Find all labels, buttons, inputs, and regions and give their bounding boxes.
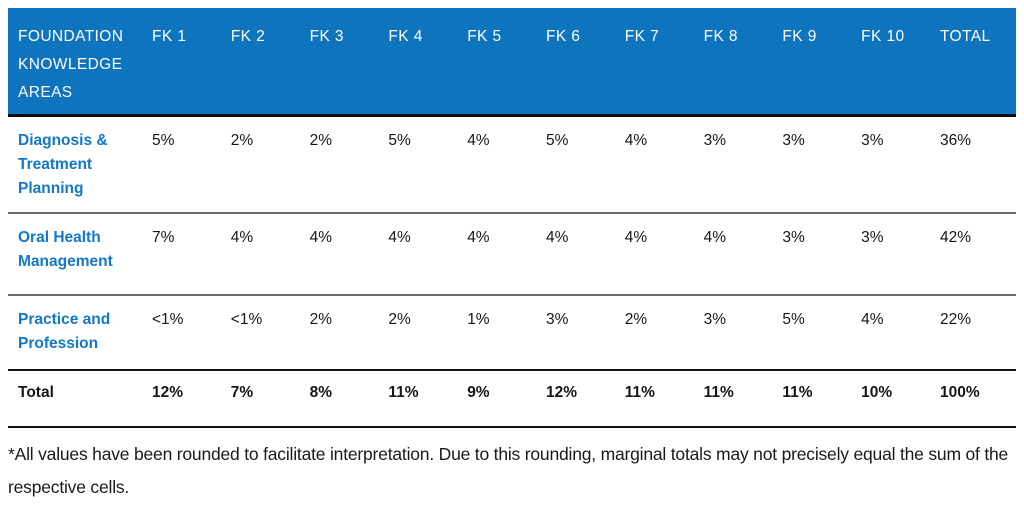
cell-fk9: 3% <box>782 115 862 214</box>
column-header-fk-7: FK 7 <box>624 8 704 117</box>
cell-fk2: <1% <box>230 295 310 371</box>
column-header-fk-6: FK 6 <box>545 8 625 117</box>
cell-total: 42% <box>939 213 1016 296</box>
cell-fk3: 2% <box>309 295 389 371</box>
cell-fk5: 4% <box>467 213 546 296</box>
cell-fk6: 4% <box>545 213 625 296</box>
cell-fk1: 7% <box>152 213 231 296</box>
cell-fk6: 3% <box>545 295 625 371</box>
table-body: Diagnosis & Treatment Planning 5% 2% 2% … <box>8 115 1016 428</box>
cell-total: 22% <box>939 295 1016 371</box>
cell-fk10: 3% <box>861 115 940 214</box>
cell-fk3: 4% <box>309 213 389 296</box>
cell-fk10: 4% <box>861 295 940 371</box>
table-header: FOUNDATION KNOWLEDGE AREAS FK 1 FK 2 FK … <box>8 8 1016 117</box>
cell-fk1: 5% <box>152 115 231 214</box>
cell-fk3: 8% <box>309 370 389 428</box>
column-header-fk-4: FK 4 <box>388 8 468 117</box>
column-header-areas: FOUNDATION KNOWLEDGE AREAS <box>8 8 152 117</box>
table-row-total: Total 12% 7% 8% 11% 9% 12% 11% 11% 11% 1… <box>8 370 1016 428</box>
cell-fk5: 1% <box>467 295 546 371</box>
cell-fk6: 12% <box>545 370 625 428</box>
column-header-fk-3: FK 3 <box>309 8 389 117</box>
cell-fk10: 10% <box>861 370 940 428</box>
cell-total: 36% <box>939 115 1016 214</box>
cell-fk1: <1% <box>152 295 231 371</box>
cell-fk8: 4% <box>703 213 783 296</box>
cell-fk3: 2% <box>309 115 389 214</box>
column-header-fk-9: FK 9 <box>782 8 862 117</box>
cell-fk9: 11% <box>782 370 862 428</box>
cell-fk2: 2% <box>230 115 310 214</box>
cell-fk7: 2% <box>624 295 704 371</box>
cell-fk7: 4% <box>624 115 704 214</box>
cell-fk5: 9% <box>467 370 546 428</box>
column-header-fk-5: FK 5 <box>467 8 546 117</box>
cell-fk7: 11% <box>624 370 704 428</box>
cell-fk7: 4% <box>624 213 704 296</box>
cell-fk2: 4% <box>230 213 310 296</box>
table-row-practice-and-profession: Practice and Profession <1% <1% 2% 2% 1%… <box>8 295 1016 371</box>
cell-fk2: 7% <box>230 370 310 428</box>
cell-fk8: 3% <box>703 295 783 371</box>
cell-fk4: 5% <box>388 115 468 214</box>
column-header-fk-2: FK 2 <box>230 8 310 117</box>
cell-fk5: 4% <box>467 115 546 214</box>
column-header-fk-1: FK 1 <box>152 8 231 117</box>
table-row-oral-health-management: Oral Health Management 7% 4% 4% 4% 4% 4%… <box>8 213 1016 296</box>
cell-total: 100% <box>939 370 1016 428</box>
row-label: Practice and Profession <box>8 295 152 371</box>
column-header-total: TOTAL <box>939 8 1016 117</box>
row-label: Oral Health Management <box>8 213 152 296</box>
cell-fk4: 2% <box>388 295 468 371</box>
cell-fk8: 11% <box>703 370 783 428</box>
cell-fk4: 11% <box>388 370 468 428</box>
cell-fk6: 5% <box>545 115 625 214</box>
header-row: FOUNDATION KNOWLEDGE AREAS FK 1 FK 2 FK … <box>8 8 1016 117</box>
cell-fk8: 3% <box>703 115 783 214</box>
cell-fk4: 4% <box>388 213 468 296</box>
cell-fk1: 12% <box>152 370 231 428</box>
footnote: *All values have been rounded to facilit… <box>8 444 1009 497</box>
fk-distribution-table: FOUNDATION KNOWLEDGE AREAS FK 1 FK 2 FK … <box>8 8 1016 428</box>
column-header-fk-8: FK 8 <box>703 8 783 117</box>
cell-fk9: 5% <box>782 295 862 371</box>
cell-fk10: 3% <box>861 213 940 296</box>
table-row-diagnosis-treatment-planning: Diagnosis & Treatment Planning 5% 2% 2% … <box>8 115 1016 214</box>
row-label-total: Total <box>8 370 152 428</box>
cell-fk9: 3% <box>782 213 862 296</box>
row-label: Diagnosis & Treatment Planning <box>8 115 152 214</box>
column-header-fk-10: FK 10 <box>861 8 940 117</box>
